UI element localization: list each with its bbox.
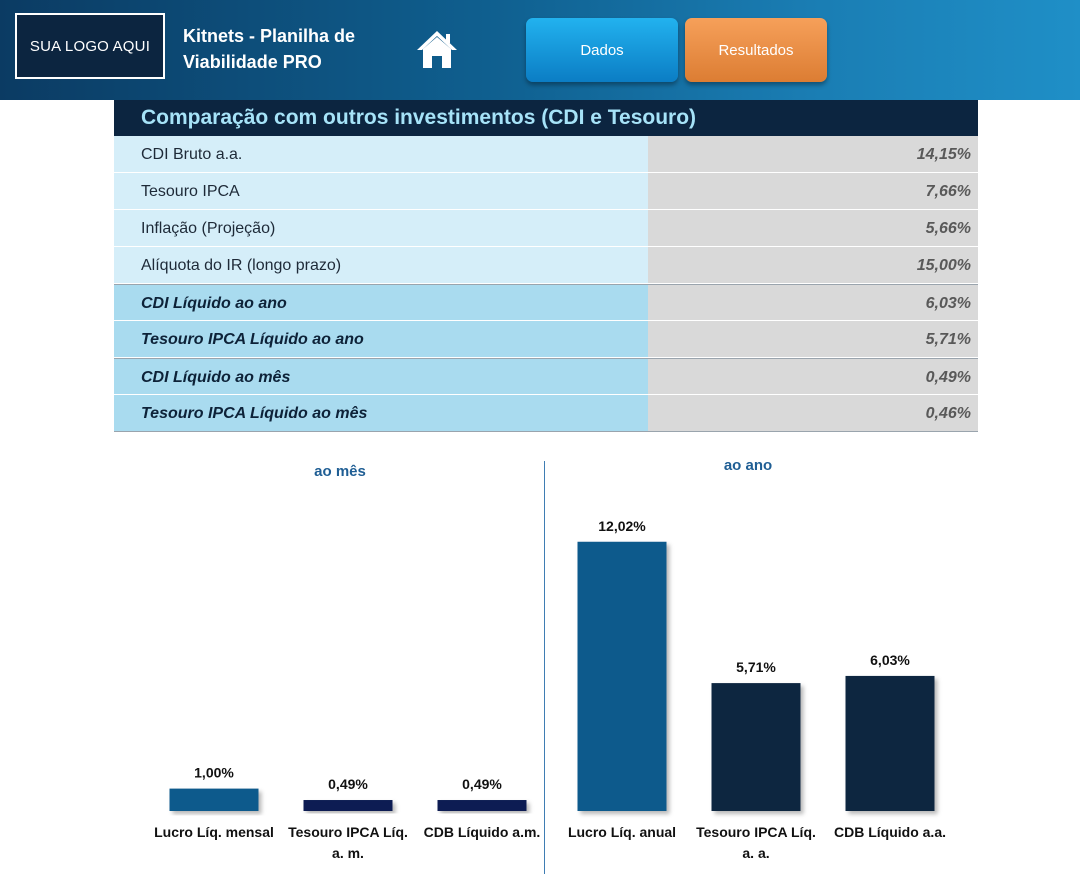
annual-bar-chart: 12,02% Lucro Líq. anual 5,71% Tesouro IPCA …: [568, 518, 946, 861]
chart-title-monthly: ao mês: [314, 463, 366, 480]
table-row: CDI Líquido ao ano 6,03%: [114, 284, 978, 321]
row-label: Alíquota do IR (longo prazo): [114, 247, 648, 283]
row-value[interactable]: 15,00%: [648, 247, 978, 283]
resultados-button[interactable]: Resultados: [685, 18, 827, 82]
row-value[interactable]: 0,49%: [648, 359, 978, 394]
bar-2: [437, 800, 527, 811]
bar-0: [169, 788, 259, 811]
bar-0: [577, 541, 667, 811]
table-title: Comparação com outros investimentos (CDI…: [114, 100, 978, 136]
app-title-line1: Kitnets - Planilha de: [183, 26, 356, 46]
category-label-2: CDB Líquido a.a.: [834, 824, 946, 840]
home-button[interactable]: [415, 28, 459, 70]
table-row: Alíquota do IR (longo prazo) 15,00%: [114, 247, 978, 284]
table-row: Tesouro IPCA Líquido ao mês 0,46%: [114, 395, 978, 432]
monthly-bar-chart: 1,00% Lucro Líq. mensal 0,49% Tesouro IPCA …: [154, 765, 540, 861]
row-value[interactable]: 5,71%: [648, 321, 978, 357]
category-label-0: Lucro Líq. mensal: [154, 824, 274, 840]
bar-1: [303, 800, 393, 811]
row-label: CDI Bruto a.a.: [114, 136, 648, 172]
category-label-1: Tesouro IPCA Líq. a. m.: [288, 824, 408, 861]
data-label-2: 0,49%: [462, 776, 502, 792]
row-value[interactable]: 6,03%: [648, 285, 978, 320]
data-label-0: 12,02%: [598, 518, 646, 534]
chart-divider: [544, 461, 545, 874]
row-label: CDI Líquido ao mês: [114, 359, 648, 394]
table-row: CDI Bruto a.a. 14,15%: [114, 136, 978, 173]
app-title-line2: Viabilidade PRO: [183, 52, 322, 72]
data-label-1: 5,71%: [736, 659, 776, 675]
category-label-1: Tesouro IPCA Líq. a. a.: [696, 824, 816, 861]
category-label-2: CDB Líquido a.m.: [424, 824, 540, 840]
data-label-2: 6,03%: [870, 652, 910, 668]
app-title: Kitnets - Planilha de Viabilidade PRO: [183, 23, 413, 75]
row-label: Tesouro IPCA Líquido ao ano: [114, 321, 648, 357]
bar-2: [845, 675, 935, 811]
logo-placeholder: SUA LOGO AQUI: [15, 13, 165, 79]
data-label-1: 0,49%: [328, 776, 368, 792]
dados-button[interactable]: Dados: [526, 18, 678, 82]
app-header: SUA LOGO AQUI Kitnets - Planilha de Viab…: [0, 0, 1080, 100]
row-label: Inflação (Projeção): [114, 210, 648, 246]
row-label: Tesouro IPCA: [114, 173, 648, 209]
table-row: Tesouro IPCA 7,66%: [114, 173, 978, 210]
table-row: Tesouro IPCA Líquido ao ano 5,71%: [114, 321, 978, 358]
comparison-table: Comparação com outros investimentos (CDI…: [114, 100, 978, 432]
row-label: Tesouro IPCA Líquido ao mês: [114, 395, 648, 431]
bar-1: [711, 683, 801, 811]
home-icon: [417, 31, 457, 68]
row-value[interactable]: 14,15%: [648, 136, 978, 172]
category-label-0: Lucro Líq. anual: [568, 824, 676, 840]
data-label-0: 1,00%: [194, 765, 234, 781]
row-value[interactable]: 0,46%: [648, 395, 978, 431]
row-value[interactable]: 7,66%: [648, 173, 978, 209]
row-label: CDI Líquido ao ano: [114, 285, 648, 320]
table-row: CDI Líquido ao mês 0,49%: [114, 358, 978, 395]
chart-title-annual: ao ano: [723, 457, 773, 474]
row-value[interactable]: 5,66%: [648, 210, 978, 246]
table-row: Inflação (Projeção) 5,66%: [114, 210, 978, 247]
